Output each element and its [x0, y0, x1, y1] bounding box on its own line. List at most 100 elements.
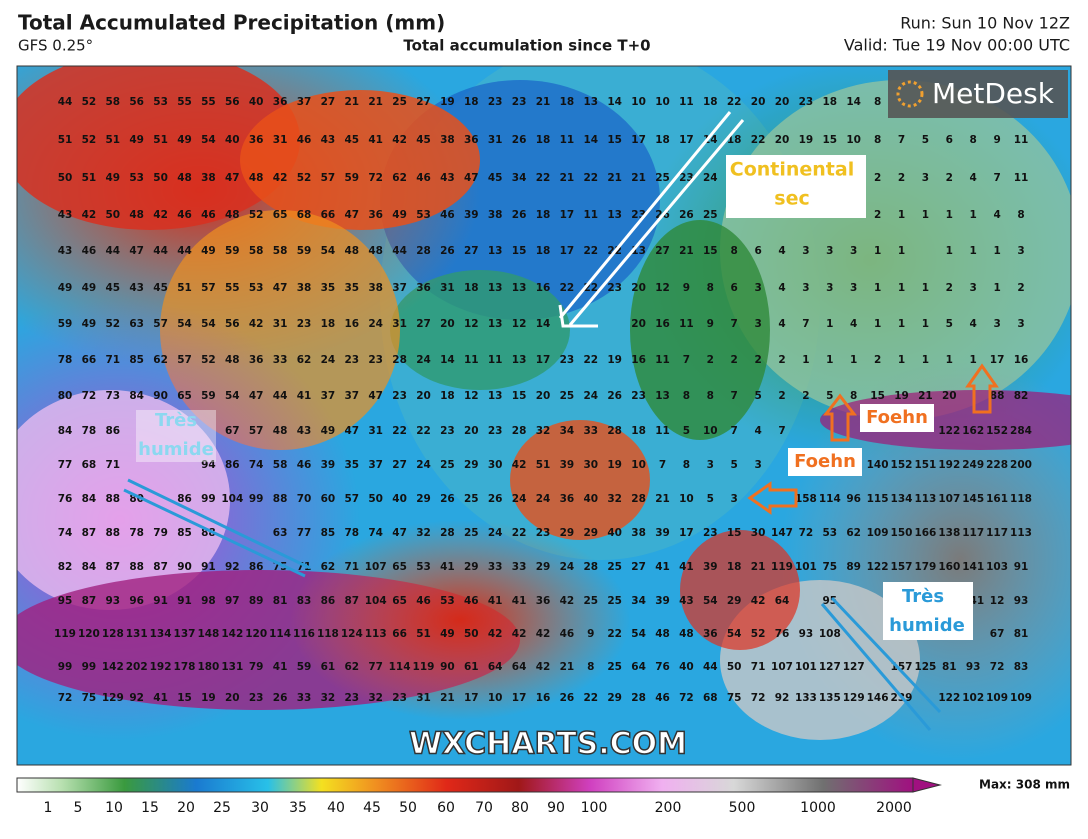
- grid-value: 23: [392, 390, 407, 402]
- annotation-text: Foehn: [866, 407, 928, 428]
- grid-value: 11: [679, 318, 694, 330]
- grid-value: 20: [464, 425, 479, 437]
- grid-value: 57: [201, 282, 216, 294]
- grid-value: 87: [344, 595, 359, 607]
- grid-value: 56: [225, 96, 240, 108]
- grid-value: 74: [368, 527, 383, 539]
- grid-value: 39: [703, 561, 718, 573]
- grid-value: 13: [488, 318, 503, 330]
- grid-value: 32: [536, 425, 551, 437]
- grid-value: 48: [249, 172, 264, 184]
- annotation-text: Très: [902, 586, 944, 607]
- grid-value: 46: [177, 209, 192, 221]
- grid-value: 8: [587, 661, 594, 673]
- grid-value: 131: [126, 628, 148, 640]
- grid-value: 55: [225, 282, 240, 294]
- annotation-text: humide: [889, 615, 965, 636]
- grid-value: 32: [321, 692, 336, 704]
- grid-value: 54: [703, 595, 718, 607]
- grid-value: 54: [201, 134, 216, 146]
- grid-value: 52: [297, 172, 312, 184]
- grid-value: 84: [82, 561, 97, 573]
- grid-value: 18: [822, 96, 837, 108]
- grid-value: 4: [970, 172, 977, 184]
- grid-value: 11: [1014, 134, 1029, 146]
- grid-value: 20: [440, 318, 455, 330]
- grid-value: 11: [464, 354, 479, 366]
- grid-value: 42: [751, 595, 766, 607]
- grid-value: 31: [273, 318, 288, 330]
- grid-value: 46: [416, 595, 431, 607]
- grid-value: 82: [1014, 390, 1029, 402]
- grid-value: 15: [822, 134, 837, 146]
- grid-value: 33: [273, 354, 288, 366]
- grid-value: 3: [922, 172, 929, 184]
- grid-value: 85: [321, 527, 336, 539]
- grid-value: 93: [105, 595, 120, 607]
- grid-value: 36: [560, 493, 575, 505]
- grid-value: 47: [368, 390, 383, 402]
- colorbar: [16, 777, 914, 793]
- grid-value: 23: [631, 390, 646, 402]
- grid-value: 20: [751, 96, 766, 108]
- grid-value: 24: [416, 459, 431, 471]
- colorbar-arrow: [912, 777, 942, 793]
- grid-value: 23: [249, 692, 264, 704]
- grid-value: 66: [82, 354, 97, 366]
- grid-value: 228: [986, 459, 1008, 471]
- grid-value: 17: [631, 134, 646, 146]
- grid-value: 15: [512, 390, 527, 402]
- grid-value: 78: [129, 527, 144, 539]
- grid-value: 25: [607, 561, 622, 573]
- grid-value: 14: [440, 354, 455, 366]
- grid-value: 20: [775, 96, 790, 108]
- grid-value: 1: [970, 245, 977, 257]
- grid-value: 25: [560, 390, 575, 402]
- grid-value: 18: [536, 209, 551, 221]
- colorbar-label: 2000: [876, 800, 912, 816]
- grid-value: 85: [177, 527, 192, 539]
- grid-value: 3: [850, 282, 857, 294]
- grid-value: 18: [464, 96, 479, 108]
- grid-value: 89: [846, 561, 861, 573]
- grid-value: 37: [392, 282, 407, 294]
- grid-value: 88: [990, 390, 1005, 402]
- grid-value: 2: [946, 282, 953, 294]
- grid-value: 31: [440, 282, 455, 294]
- grid-value: 86: [249, 561, 264, 573]
- grid-value: 64: [488, 661, 503, 673]
- grid-value: 2: [707, 354, 714, 366]
- grid-value: 42: [249, 318, 264, 330]
- grid-value: 7: [802, 318, 809, 330]
- grid-value: 80: [58, 390, 73, 402]
- grid-value: 15: [703, 245, 718, 257]
- grid-value: 8: [1017, 209, 1024, 221]
- grid-value: 11: [488, 354, 503, 366]
- grid-value: 37: [344, 390, 359, 402]
- grid-value: 25: [464, 493, 479, 505]
- annotation-text: sec: [774, 188, 809, 210]
- grid-value: 65: [392, 561, 407, 573]
- grid-value: 48: [273, 425, 288, 437]
- grid-value: 72: [751, 692, 766, 704]
- grid-value: 40: [392, 493, 407, 505]
- grid-value: 129: [843, 692, 865, 704]
- grid-value: 21: [560, 172, 575, 184]
- grid-value: 36: [273, 96, 288, 108]
- annotation-continental: Continental sec: [558, 111, 866, 328]
- grid-value: 71: [105, 459, 120, 471]
- grid-value: 107: [771, 661, 793, 673]
- grid-value: 44: [392, 245, 407, 257]
- grid-value: 29: [560, 527, 575, 539]
- grid-value: 52: [249, 209, 264, 221]
- grid-value: 51: [416, 628, 431, 640]
- grid-value: 4: [970, 318, 977, 330]
- colorbar-label: 50: [399, 800, 417, 816]
- grid-value: 117: [986, 527, 1008, 539]
- grid-value: 93: [799, 628, 814, 640]
- grid-value: 15: [512, 245, 527, 257]
- grid-value: 71: [344, 561, 359, 573]
- grid-value: 17: [512, 692, 527, 704]
- grid-value: 98: [201, 595, 216, 607]
